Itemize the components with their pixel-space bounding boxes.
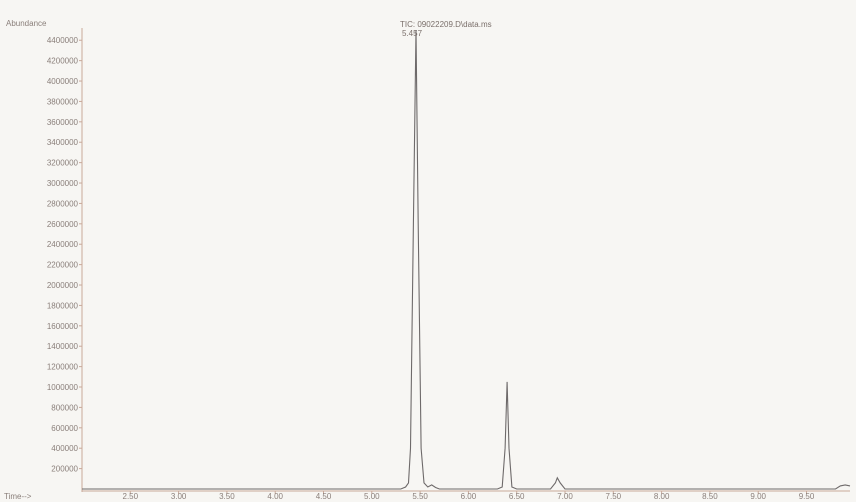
y-tick-label: 1000000 bbox=[47, 383, 79, 392]
y-tick-label: 4400000 bbox=[47, 36, 79, 45]
y-tick-label: 1600000 bbox=[47, 322, 79, 331]
y-tick-label: 2400000 bbox=[47, 240, 79, 249]
y-ticks: 200000 400000 600000 800000 1000000 1200000 14… bbox=[47, 36, 82, 474]
y-tick-label: 2000000 bbox=[47, 281, 79, 290]
x-tick-label: 5.00 bbox=[364, 492, 380, 501]
y-tick-label: 4200000 bbox=[47, 57, 79, 66]
x-tick-label: 8.50 bbox=[702, 492, 718, 501]
x-tick-label: 9.00 bbox=[750, 492, 766, 501]
y-tick-label: 200000 bbox=[51, 465, 78, 474]
y-tick-label: 1400000 bbox=[47, 342, 79, 351]
y-tick-label: 3000000 bbox=[47, 179, 79, 188]
y-tick-label: 800000 bbox=[51, 403, 78, 412]
y-tick-label: 4000000 bbox=[47, 77, 79, 86]
x-tick-label: 6.50 bbox=[509, 492, 525, 501]
x-tick-label: 9.50 bbox=[799, 492, 815, 501]
series-trace bbox=[82, 29, 851, 490]
x-tick-label: 3.00 bbox=[171, 492, 187, 501]
y-tick-label: 2600000 bbox=[47, 220, 79, 229]
peak-label: 5.457 bbox=[402, 29, 423, 38]
y-tick-label: 2200000 bbox=[47, 261, 79, 270]
y-tick-label: 2800000 bbox=[47, 199, 79, 208]
x-tick-label: 5.50 bbox=[412, 492, 428, 501]
y-tick-label: 1200000 bbox=[47, 363, 79, 372]
x-tick-label: 8.00 bbox=[654, 492, 670, 501]
x-tick-label: 2.50 bbox=[123, 492, 139, 501]
y-tick-label: 1800000 bbox=[47, 301, 79, 310]
y-tick-label: 3600000 bbox=[47, 118, 79, 127]
y-tick-label: 3800000 bbox=[47, 97, 79, 106]
y-tick-label: 400000 bbox=[51, 444, 78, 453]
x-tick-label: 4.00 bbox=[267, 492, 283, 501]
y-tick-label: 600000 bbox=[51, 424, 78, 433]
x-ticks: 2.50 3.00 3.50 4.00 4.50 5.00 5.50 6.00 6.50 7.00… bbox=[123, 491, 815, 501]
x-axis-label: Time--> bbox=[4, 492, 32, 501]
y-axis-label: Abundance bbox=[6, 19, 47, 28]
x-tick-label: 6.00 bbox=[461, 492, 477, 501]
y-tick-label: 3200000 bbox=[47, 159, 79, 168]
x-tick-label: 3.50 bbox=[219, 492, 235, 501]
chart-title: TIC: 09022209.D\data.ms bbox=[400, 20, 492, 29]
x-tick-label: 7.00 bbox=[557, 492, 573, 501]
x-tick-label: 4.50 bbox=[316, 492, 332, 501]
y-tick-label: 3400000 bbox=[47, 138, 79, 147]
axes bbox=[81, 28, 850, 492]
x-tick-label: 7.50 bbox=[606, 492, 622, 501]
